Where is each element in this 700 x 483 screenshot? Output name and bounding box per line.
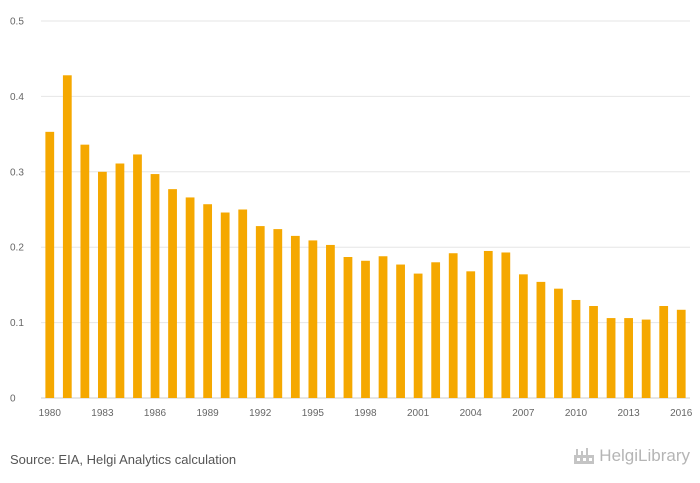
bar-2006 xyxy=(501,252,511,398)
x-tick-label: 1989 xyxy=(197,408,220,419)
bar-1993 xyxy=(273,229,283,398)
x-tick-label: 1992 xyxy=(249,408,272,419)
x-tick-label: 2001 xyxy=(407,408,430,419)
bar-2013 xyxy=(624,318,633,398)
bar-2004 xyxy=(466,271,476,398)
x-tick-label: 2010 xyxy=(565,408,588,419)
bar-1991 xyxy=(238,209,248,398)
bar-2007 xyxy=(518,274,528,398)
helgi-library-logo[interactable]: HelgiLibrary xyxy=(573,446,690,466)
bar-1998 xyxy=(361,260,370,398)
x-tick-label: 2013 xyxy=(617,408,640,419)
bar-1990 xyxy=(220,212,230,398)
bar-2011 xyxy=(589,306,598,398)
bar-2009 xyxy=(554,288,563,398)
x-tick-label: 1983 xyxy=(91,408,114,419)
footer: Source: EIA, Helgi Analytics calculation… xyxy=(0,430,700,483)
bar-1996 xyxy=(326,244,335,398)
x-tick-label: 2016 xyxy=(670,408,693,419)
bar-1988 xyxy=(185,197,195,398)
bar-1987 xyxy=(168,189,177,398)
y-tick-label: 0.5 xyxy=(10,17,24,28)
bar-1999 xyxy=(378,256,388,398)
bar-1992 xyxy=(255,226,265,398)
bar-2010 xyxy=(571,299,581,398)
y-tick-label: 0 xyxy=(10,394,16,405)
bar-1984 xyxy=(115,163,125,398)
y-tick-label: 0.3 xyxy=(10,167,24,178)
bar-2000 xyxy=(396,264,405,398)
y-tick-label: 0.4 xyxy=(10,92,24,103)
bar-1989 xyxy=(203,204,213,398)
chart: 0 0.1 0.2 0.3 0.4 0.5 1980 1983 1986 1989 1992 1995… xyxy=(10,17,693,420)
bar-2012 xyxy=(606,318,616,398)
bar-1995 xyxy=(308,240,318,398)
factory-icon xyxy=(574,448,595,464)
bar-1983 xyxy=(98,171,107,398)
x-tick-label: 1980 xyxy=(39,408,62,419)
source-note: Source: EIA, Helgi Analytics calculation xyxy=(10,452,237,467)
x-tick-label: 1998 xyxy=(354,408,377,419)
bar-1994 xyxy=(290,235,300,398)
x-tick-label: 2004 xyxy=(460,408,483,419)
bar-2008 xyxy=(536,281,546,398)
x-tick-label: 2007 xyxy=(512,408,535,419)
bar-1981 xyxy=(62,75,72,399)
bar-2005 xyxy=(483,250,493,398)
bar-1980 xyxy=(45,131,55,398)
bar-2002 xyxy=(431,262,441,398)
bar-2016 xyxy=(676,309,686,398)
bar-1986 xyxy=(150,174,160,398)
bar-2003 xyxy=(448,253,458,398)
bar-1997 xyxy=(343,257,353,398)
bar-2015 xyxy=(659,306,669,398)
bar-2001 xyxy=(413,273,423,398)
y-tick-label: 0.1 xyxy=(10,318,24,329)
x-tick-label: 1995 xyxy=(302,408,325,419)
logo-text: HelgiLibrary xyxy=(599,446,690,465)
bar-2014 xyxy=(641,319,651,398)
bar-1982 xyxy=(80,144,90,398)
x-tick-label: 1986 xyxy=(144,408,167,419)
bar-1985 xyxy=(133,154,142,398)
y-tick-label: 0.2 xyxy=(10,243,24,254)
